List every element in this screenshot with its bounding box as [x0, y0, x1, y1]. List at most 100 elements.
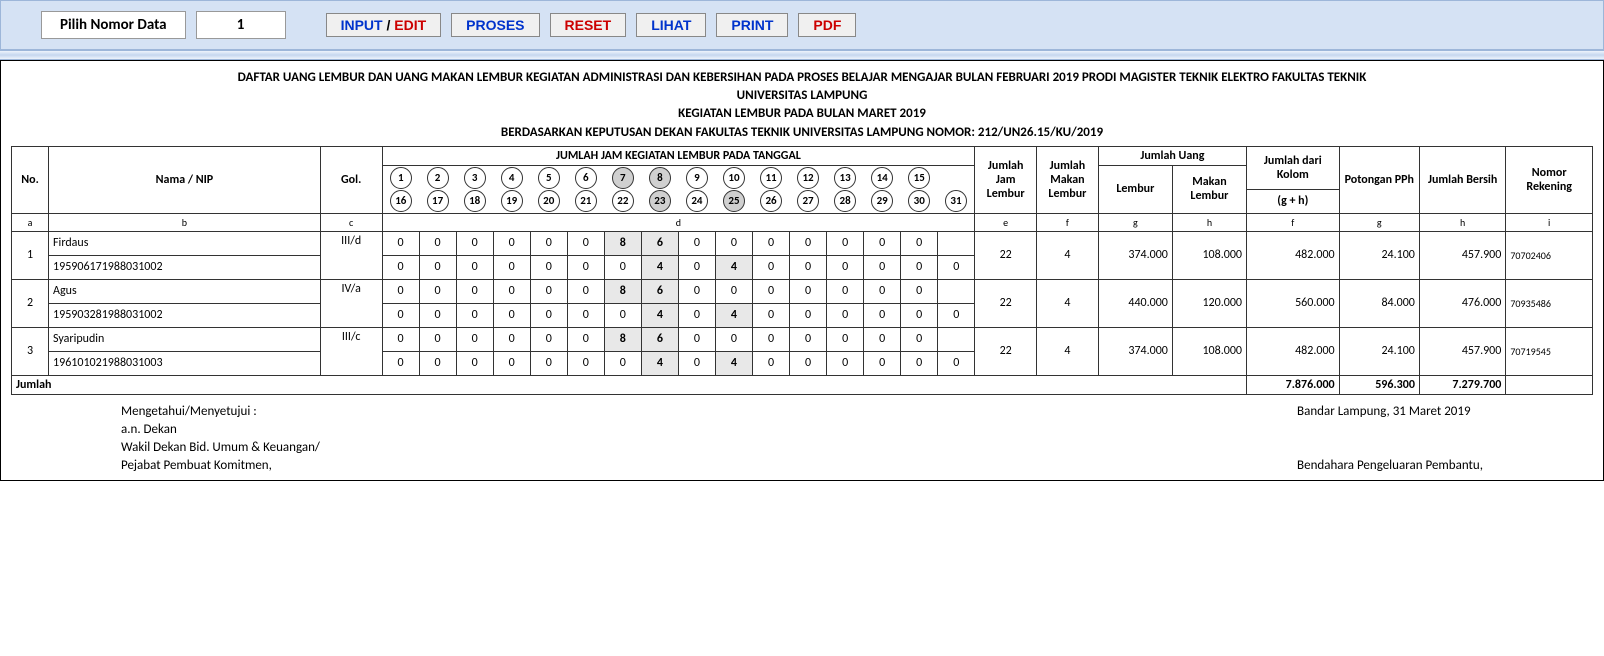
lc-d: d — [382, 213, 975, 231]
day-header: 6 — [567, 165, 604, 189]
day-cell: 0 — [678, 351, 715, 375]
total-cell: 7.279.700 — [1419, 375, 1505, 394]
col-kolom-t: Jumlah dari Kolom — [1251, 154, 1335, 182]
day-cell: 0 — [753, 255, 790, 279]
day-cell: 0 — [493, 231, 530, 255]
day-header: 17 — [419, 189, 456, 213]
day-cell: 0 — [530, 231, 567, 255]
day-header: 30 — [901, 189, 938, 213]
day-cell: 0 — [493, 351, 530, 375]
day-header: 28 — [827, 189, 864, 213]
day-cell: 0 — [753, 303, 790, 327]
table-cell: 70702406 — [1506, 231, 1593, 279]
document-title: DAFTAR UANG LEMBUR DAN UANG MAKAN LEMBUR… — [11, 69, 1593, 142]
day-cell: 0 — [530, 327, 567, 351]
table-cell: 108.000 — [1172, 327, 1246, 375]
table-cell: 560.000 — [1247, 279, 1340, 327]
day-cell: 0 — [827, 279, 864, 303]
day-header: 8 — [641, 165, 678, 189]
sig-l1: Mengetahui/Menyetujui : — [121, 403, 320, 421]
lc-ff: f — [1247, 213, 1340, 231]
input-edit-button[interactable]: INPUT / EDIT — [326, 13, 442, 37]
day-cell: 0 — [864, 327, 901, 351]
table-cell: 24.100 — [1339, 231, 1419, 279]
table-cell: 4 — [1037, 231, 1099, 279]
day-cell: 0 — [382, 231, 419, 255]
day-header: 3 — [456, 165, 493, 189]
day-cell: 0 — [938, 303, 975, 327]
day-cell — [938, 231, 975, 255]
pick-value[interactable]: 1 — [196, 11, 286, 39]
day-cell: 0 — [678, 327, 715, 351]
day-cell: 6 — [641, 231, 678, 255]
pick-label: Pilih Nomor Data — [41, 11, 186, 39]
sig-r1: Bandar Lampung, 31 Maret 2019 — [1297, 403, 1483, 421]
table-cell: Syaripudin — [49, 327, 321, 351]
input-text: INPUT — [341, 17, 383, 33]
day-cell: 0 — [456, 351, 493, 375]
col-days-header: JUMLAH JAM KEGIATAN LEMBUR PADA TANGGAL — [382, 146, 975, 165]
day-cell: 0 — [715, 231, 752, 255]
day-cell: 0 — [419, 327, 456, 351]
day-cell: 0 — [456, 327, 493, 351]
day-cell: 0 — [753, 327, 790, 351]
reset-button[interactable]: RESET — [550, 13, 627, 37]
table-cell: 70935486 — [1506, 279, 1593, 327]
day-header: 22 — [604, 189, 641, 213]
day-cell: 0 — [827, 351, 864, 375]
sig-l3: Wakil Dekan Bid. Umum & Keuangan/ — [121, 439, 320, 457]
table-cell: 2 — [12, 279, 49, 327]
day-header: 21 — [567, 189, 604, 213]
day-cell: 0 — [790, 351, 827, 375]
table-cell: 4 — [1037, 327, 1099, 375]
day-header: 1 — [382, 165, 419, 189]
lc-a: a — [12, 213, 49, 231]
day-cell: 0 — [456, 255, 493, 279]
pdf-button[interactable]: PDF — [798, 13, 856, 37]
table-cell: 482.000 — [1247, 231, 1340, 279]
sig-left: Mengetahui/Menyetujui : a.n. Dekan Wakil… — [121, 403, 320, 476]
day-cell: 0 — [864, 303, 901, 327]
table-cell: 457.900 — [1419, 327, 1505, 375]
table-cell: III/c — [320, 327, 382, 375]
total-cell: 596.300 — [1339, 375, 1419, 394]
lihat-button[interactable]: LIHAT — [636, 13, 706, 37]
divider-bar — [0, 50, 1604, 60]
table-cell: IV/a — [320, 279, 382, 327]
table-cell: Agus — [49, 279, 321, 303]
lc-e: e — [975, 213, 1037, 231]
day-cell: 0 — [938, 255, 975, 279]
lc-gg: g — [1339, 213, 1419, 231]
day-header: 11 — [753, 165, 790, 189]
day-header: 10 — [715, 165, 752, 189]
day-cell: 0 — [419, 351, 456, 375]
proses-button[interactable]: PROSES — [451, 13, 539, 37]
day-cell: 0 — [419, 231, 456, 255]
day-cell: 0 — [678, 255, 715, 279]
day-header: 7 — [604, 165, 641, 189]
day-cell: 0 — [790, 231, 827, 255]
day-cell: 0 — [901, 327, 938, 351]
day-cell: 6 — [641, 327, 678, 351]
day-cell: 0 — [419, 279, 456, 303]
nip-cell: 195903281988031002 — [49, 303, 321, 327]
day-header: 26 — [753, 189, 790, 213]
table-cell: 374.000 — [1098, 231, 1172, 279]
day-header: 2 — [419, 165, 456, 189]
day-cell: 0 — [530, 303, 567, 327]
document-page: DAFTAR UANG LEMBUR DAN UANG MAKAN LEMBUR… — [0, 60, 1604, 481]
day-cell: 0 — [567, 327, 604, 351]
day-cell: 0 — [901, 231, 938, 255]
day-header: 31 — [938, 189, 975, 213]
day-cell: 0 — [753, 231, 790, 255]
day-header: 25 — [715, 189, 752, 213]
day-cell: 0 — [864, 279, 901, 303]
total-cell: 7.876.000 — [1247, 375, 1340, 394]
day-cell: 0 — [901, 351, 938, 375]
table-cell: 3 — [12, 327, 49, 375]
table-cell: 108.000 — [1172, 231, 1246, 279]
day-header: 20 — [530, 189, 567, 213]
print-button[interactable]: PRINT — [716, 13, 788, 37]
lc-hh: h — [1419, 213, 1505, 231]
table-cell: 4 — [1037, 279, 1099, 327]
